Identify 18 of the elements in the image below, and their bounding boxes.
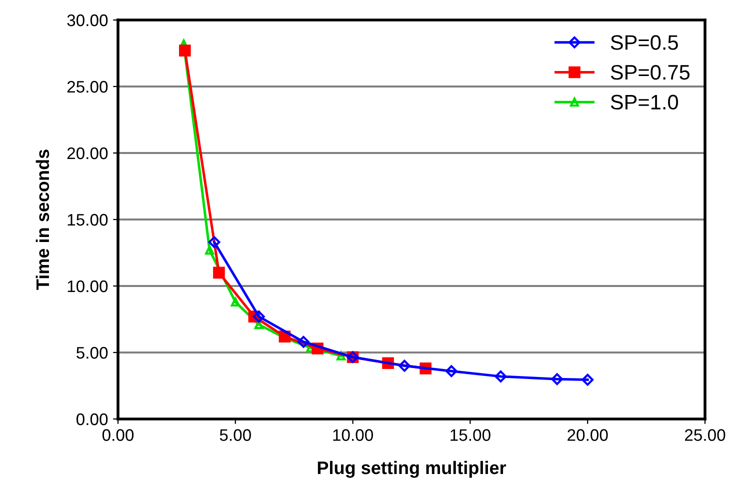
y-tick-label: 0.00 — [76, 413, 108, 426]
y-tick-label: 5.00 — [76, 346, 108, 359]
x-tick-label: 5.00 — [220, 429, 251, 441]
x-tick-label: 0.00 — [102, 429, 134, 441]
x-tick-label: 15.00 — [450, 429, 490, 441]
x-tick-label: 25.00 — [684, 429, 726, 441]
y-tick-label: 30.00 — [67, 14, 108, 26]
x-axis-title: Plug setting multiplier — [318, 460, 506, 478]
y-tick-label: 20.00 — [67, 147, 108, 160]
y-tick-label: 15.00 — [68, 214, 108, 226]
x-tick-label: 10.00 — [333, 429, 374, 441]
y-axis-title: Time in seconds — [36, 150, 50, 290]
y-tick-label: 25.00 — [67, 80, 108, 93]
legend-label: SP=0.75 — [610, 64, 690, 80]
legend-label: SP=0.5 — [610, 35, 678, 50]
x-tick-label: 20.00 — [568, 429, 608, 441]
legend-label: SP=1.0 — [610, 94, 678, 110]
y-tick-label: 10.00 — [68, 280, 108, 292]
